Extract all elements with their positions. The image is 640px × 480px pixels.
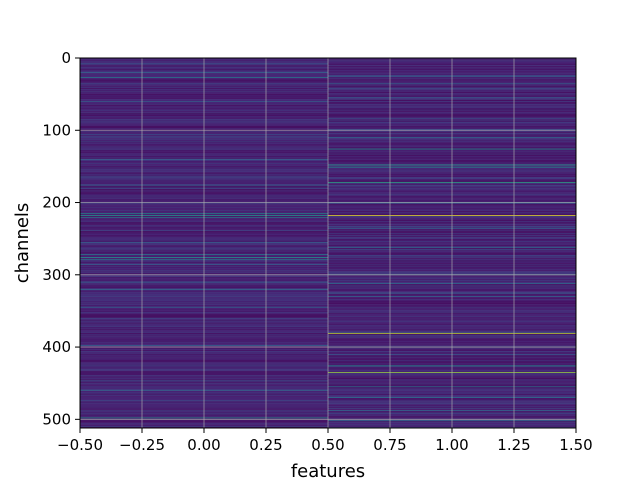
x-tick-label: 0.50 xyxy=(311,436,344,454)
y-tick-label: 100 xyxy=(42,121,71,139)
y-tick-label: 400 xyxy=(42,338,71,356)
y-tick-label: 200 xyxy=(42,194,71,212)
x-axis-ticks: −0.50 −0.25 0.00 0.25 0.50 0.75 1.00 1.25 1.50 xyxy=(57,428,593,454)
x-tick-label: 1.00 xyxy=(435,436,468,454)
y-tick-label: 300 xyxy=(42,266,71,284)
x-axis-label: features xyxy=(291,461,365,480)
y-axis-ticks: 0 100 200 300 400 500 xyxy=(42,49,80,428)
x-tick-label: 0.00 xyxy=(187,436,220,454)
x-tick-label: 0.75 xyxy=(373,436,406,454)
x-tick-label: −0.25 xyxy=(119,436,165,454)
y-tick-label: 500 xyxy=(42,410,71,428)
x-tick-label: 1.25 xyxy=(497,436,530,454)
x-tick-label: −0.50 xyxy=(57,436,103,454)
x-tick-label: 1.50 xyxy=(559,436,592,454)
y-axis-label: channels xyxy=(12,203,33,284)
x-tick-label: 0.25 xyxy=(249,436,282,454)
y-tick-label: 0 xyxy=(61,49,71,67)
